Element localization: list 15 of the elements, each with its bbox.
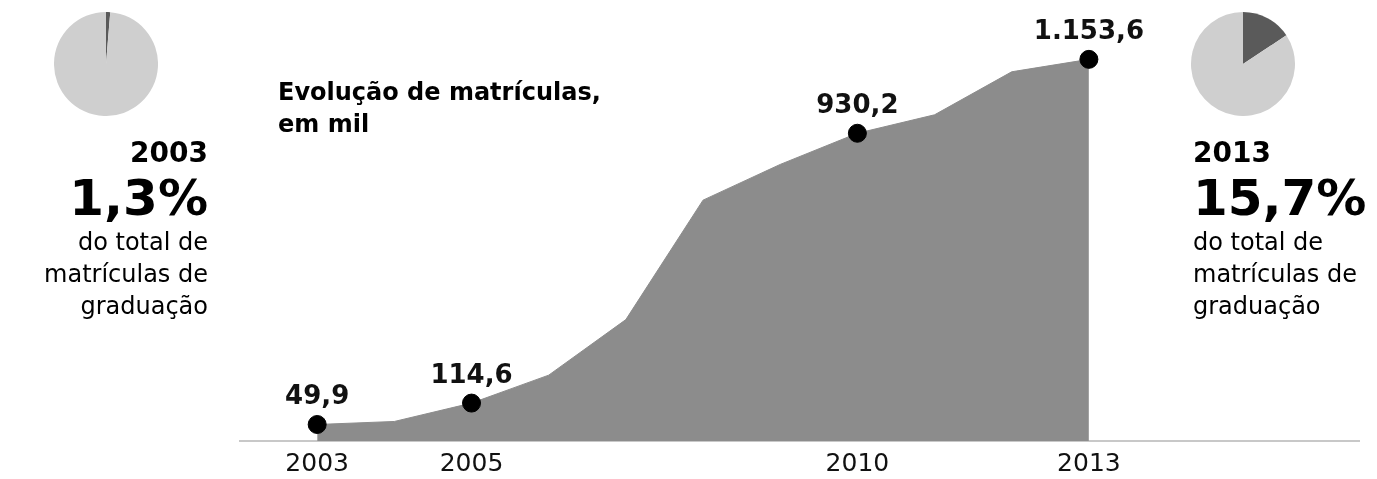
data-label: 1.153,6 <box>1033 15 1145 46</box>
x-tick-label: 2005 <box>439 447 504 477</box>
data-label: 930,2 <box>816 89 899 120</box>
text: 2003 <box>129 136 208 170</box>
data-label: 114,6 <box>430 358 513 389</box>
text: do total de matrículas de graduação <box>43 227 208 322</box>
data-label: 49,9 <box>285 380 350 411</box>
x-tick-label: 2013 <box>1057 447 1121 477</box>
text: 1,3% <box>68 169 208 227</box>
annotation: 15,7% <box>1193 169 1367 227</box>
x-tick-label: 2003 <box>285 447 349 477</box>
annotation: do total de matrículas de graduação <box>1193 227 1358 322</box>
x-tick-label: 2010 <box>825 447 890 477</box>
text: 2013 <box>1193 136 1272 170</box>
text: Evolução de matrículas, em mil <box>278 77 602 140</box>
